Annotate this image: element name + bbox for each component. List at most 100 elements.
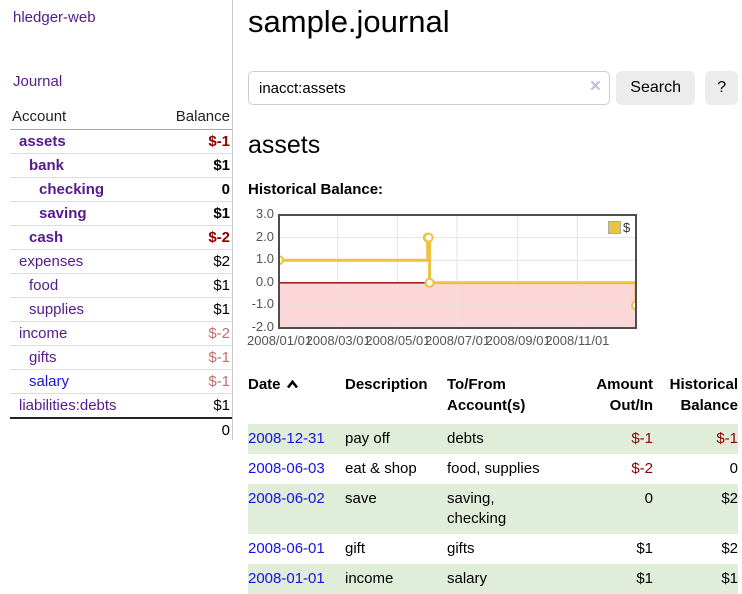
x-axis-tick-label: 2008/03/01 xyxy=(305,333,371,348)
account-link-liabilities-debts[interactable]: liabilities:debts xyxy=(19,397,117,414)
transactions-header-row: Date Description To/From Account(s) Amou… xyxy=(248,372,738,424)
account-link-supplies[interactable]: supplies xyxy=(29,301,85,318)
account-link-bank[interactable]: bank xyxy=(29,157,65,174)
account-row: cash $-2 xyxy=(10,226,232,250)
txn-accounts-cell: saving, checking xyxy=(447,484,580,534)
account-row: gifts $-1 xyxy=(10,346,232,370)
account-row: food $1 xyxy=(10,274,232,298)
help-button[interactable]: ? xyxy=(705,71,738,105)
account-link-salary[interactable]: salary xyxy=(29,373,70,390)
txn-accounts-cell: gifts xyxy=(447,540,475,557)
column-header-balance: Historical Balance xyxy=(669,376,738,414)
txn-balance-cell: $2 xyxy=(721,540,738,557)
txn-description-cell: income xyxy=(345,564,447,594)
txn-balance-cell: $2 xyxy=(653,484,738,534)
txn-accounts-cell: food, supplies xyxy=(447,460,540,477)
x-axis-tick-label: 2008/01/01 xyxy=(247,333,313,348)
accounts-header-account: Account xyxy=(12,108,67,125)
transaction-row: 2008-06-01 gift gifts $1 $2 xyxy=(248,534,738,564)
txn-description-cell: eat & shop xyxy=(345,460,417,477)
transaction-row: 2008-12-31 pay off debts $-1 $-1 xyxy=(248,424,738,454)
txn-description-cell: gift xyxy=(345,540,366,557)
txn-amount-cell: 0 xyxy=(580,484,653,534)
clear-search-icon[interactable]: × xyxy=(589,76,601,97)
sidebar: hledger-web Journal Account Balance asse… xyxy=(0,0,233,440)
app-brand-link[interactable]: hledger-web xyxy=(13,9,96,26)
account-row: liabilities:debts $1 xyxy=(10,394,232,417)
account-row: salary $-1 xyxy=(10,370,232,394)
accounts-total: 0 xyxy=(10,417,232,442)
x-axis-tick-label: 2008/07/01 xyxy=(425,333,491,348)
x-axis-tick-label: 2008/11/01 xyxy=(545,333,610,348)
transaction-row: 2008-06-02 save saving, checking 0 $2 xyxy=(248,484,738,534)
account-balance: $-1 xyxy=(208,373,230,390)
txn-date-cell: 2008-06-02 xyxy=(248,484,345,534)
transaction-date-link[interactable]: 2008-06-01 xyxy=(248,540,325,557)
sort-ascending-icon xyxy=(286,376,299,393)
historical-balance-chart: 3.0 2.0 1.0 0.0 -1.0 -2.0 2008/01/01 2008/03/01… xyxy=(247,206,742,353)
column-header-date[interactable]: Date xyxy=(248,372,345,424)
account-balance: $1 xyxy=(213,397,230,414)
txn-balance-cell: $1 xyxy=(653,564,738,594)
transaction-row: 2008-01-01 income salary $1 $1 xyxy=(248,564,738,594)
account-balance: $-2 xyxy=(208,229,230,246)
accounts-table-header: Account Balance xyxy=(10,106,232,130)
txn-description-cell: pay off xyxy=(345,424,447,454)
column-header-description: Description xyxy=(345,376,428,393)
account-row: expenses $2 xyxy=(10,250,232,274)
y-axis-tick-label: -2.0 xyxy=(251,319,274,334)
y-axis-tick-label: 2.0 xyxy=(255,228,274,244)
txn-date-cell: 2008-06-01 xyxy=(248,534,345,564)
account-row: supplies $1 xyxy=(10,298,232,322)
account-link-cash[interactable]: cash xyxy=(29,229,64,246)
txn-amount-cell: $1 xyxy=(636,540,653,557)
txn-amount-cell: $-1 xyxy=(580,424,653,454)
account-link-income[interactable]: income xyxy=(19,325,68,342)
transaction-date-link[interactable]: 2008-06-02 xyxy=(248,490,325,507)
chart-heading: Historical Balance: xyxy=(248,181,384,198)
account-balance: $1 xyxy=(213,205,230,222)
transaction-date-link[interactable]: 2008-12-31 xyxy=(248,430,325,447)
account-balance: $1 xyxy=(213,277,230,294)
account-row: income $-2 xyxy=(10,322,232,346)
search-input[interactable] xyxy=(248,71,610,105)
txn-balance-cell: $-1 xyxy=(653,424,738,454)
account-link-assets[interactable]: assets xyxy=(19,133,66,150)
search-button[interactable]: Search xyxy=(615,71,696,105)
account-row: bank $1 xyxy=(10,154,232,178)
account-link-gifts[interactable]: gifts xyxy=(29,349,57,366)
account-balance: $2 xyxy=(213,253,230,270)
chart-plot-area xyxy=(278,214,637,329)
legend-label: $ xyxy=(623,220,631,235)
transaction-date-link[interactable]: 2008-06-03 xyxy=(248,460,325,477)
nav-journal-link[interactable]: Journal xyxy=(13,73,63,90)
page-title: sample.journal xyxy=(248,4,450,39)
account-row: checking 0 xyxy=(10,178,232,202)
account-link-expenses[interactable]: expenses xyxy=(19,253,84,270)
account-balance: $-1 xyxy=(208,133,230,150)
chart-legend: $ xyxy=(608,220,630,235)
account-link-saving[interactable]: saving xyxy=(39,205,87,222)
x-axis-tick-label: 2008/09/01 xyxy=(485,333,551,348)
column-header-amount: Amount Out/In xyxy=(596,376,653,414)
txn-balance-cell: 0 xyxy=(729,460,738,477)
accounts-table: Account Balance assets $-1 bank $1 checking 0… xyxy=(10,106,232,442)
account-balance: $-2 xyxy=(208,325,230,342)
account-link-checking[interactable]: checking xyxy=(39,181,105,198)
y-axis-tick-label: 0.0 xyxy=(255,273,274,289)
accounts-header-balance: Balance xyxy=(175,108,230,125)
txn-amount-cell: $1 xyxy=(580,564,653,594)
search-form: × Search ? xyxy=(248,71,738,105)
txn-accounts-cell: salary xyxy=(447,564,580,594)
account-balance: $-1 xyxy=(208,349,230,366)
transaction-row: 2008-06-03 eat & shop food, supplies $-2 0 xyxy=(248,454,738,484)
y-axis-tick-label: 3.0 xyxy=(255,206,274,221)
transactions-table: Date Description To/From Account(s) Amou… xyxy=(248,372,738,594)
y-axis-tick-label: -1.0 xyxy=(251,296,274,312)
transaction-date-link[interactable]: 2008-01-01 xyxy=(248,570,325,587)
account-link-food[interactable]: food xyxy=(29,277,59,294)
txn-description-cell: save xyxy=(345,484,447,534)
account-balance: 0 xyxy=(221,181,230,198)
main-content: sample.journal × Search ? assets Histori… xyxy=(247,0,738,594)
account-row: assets $-1 xyxy=(10,130,232,154)
